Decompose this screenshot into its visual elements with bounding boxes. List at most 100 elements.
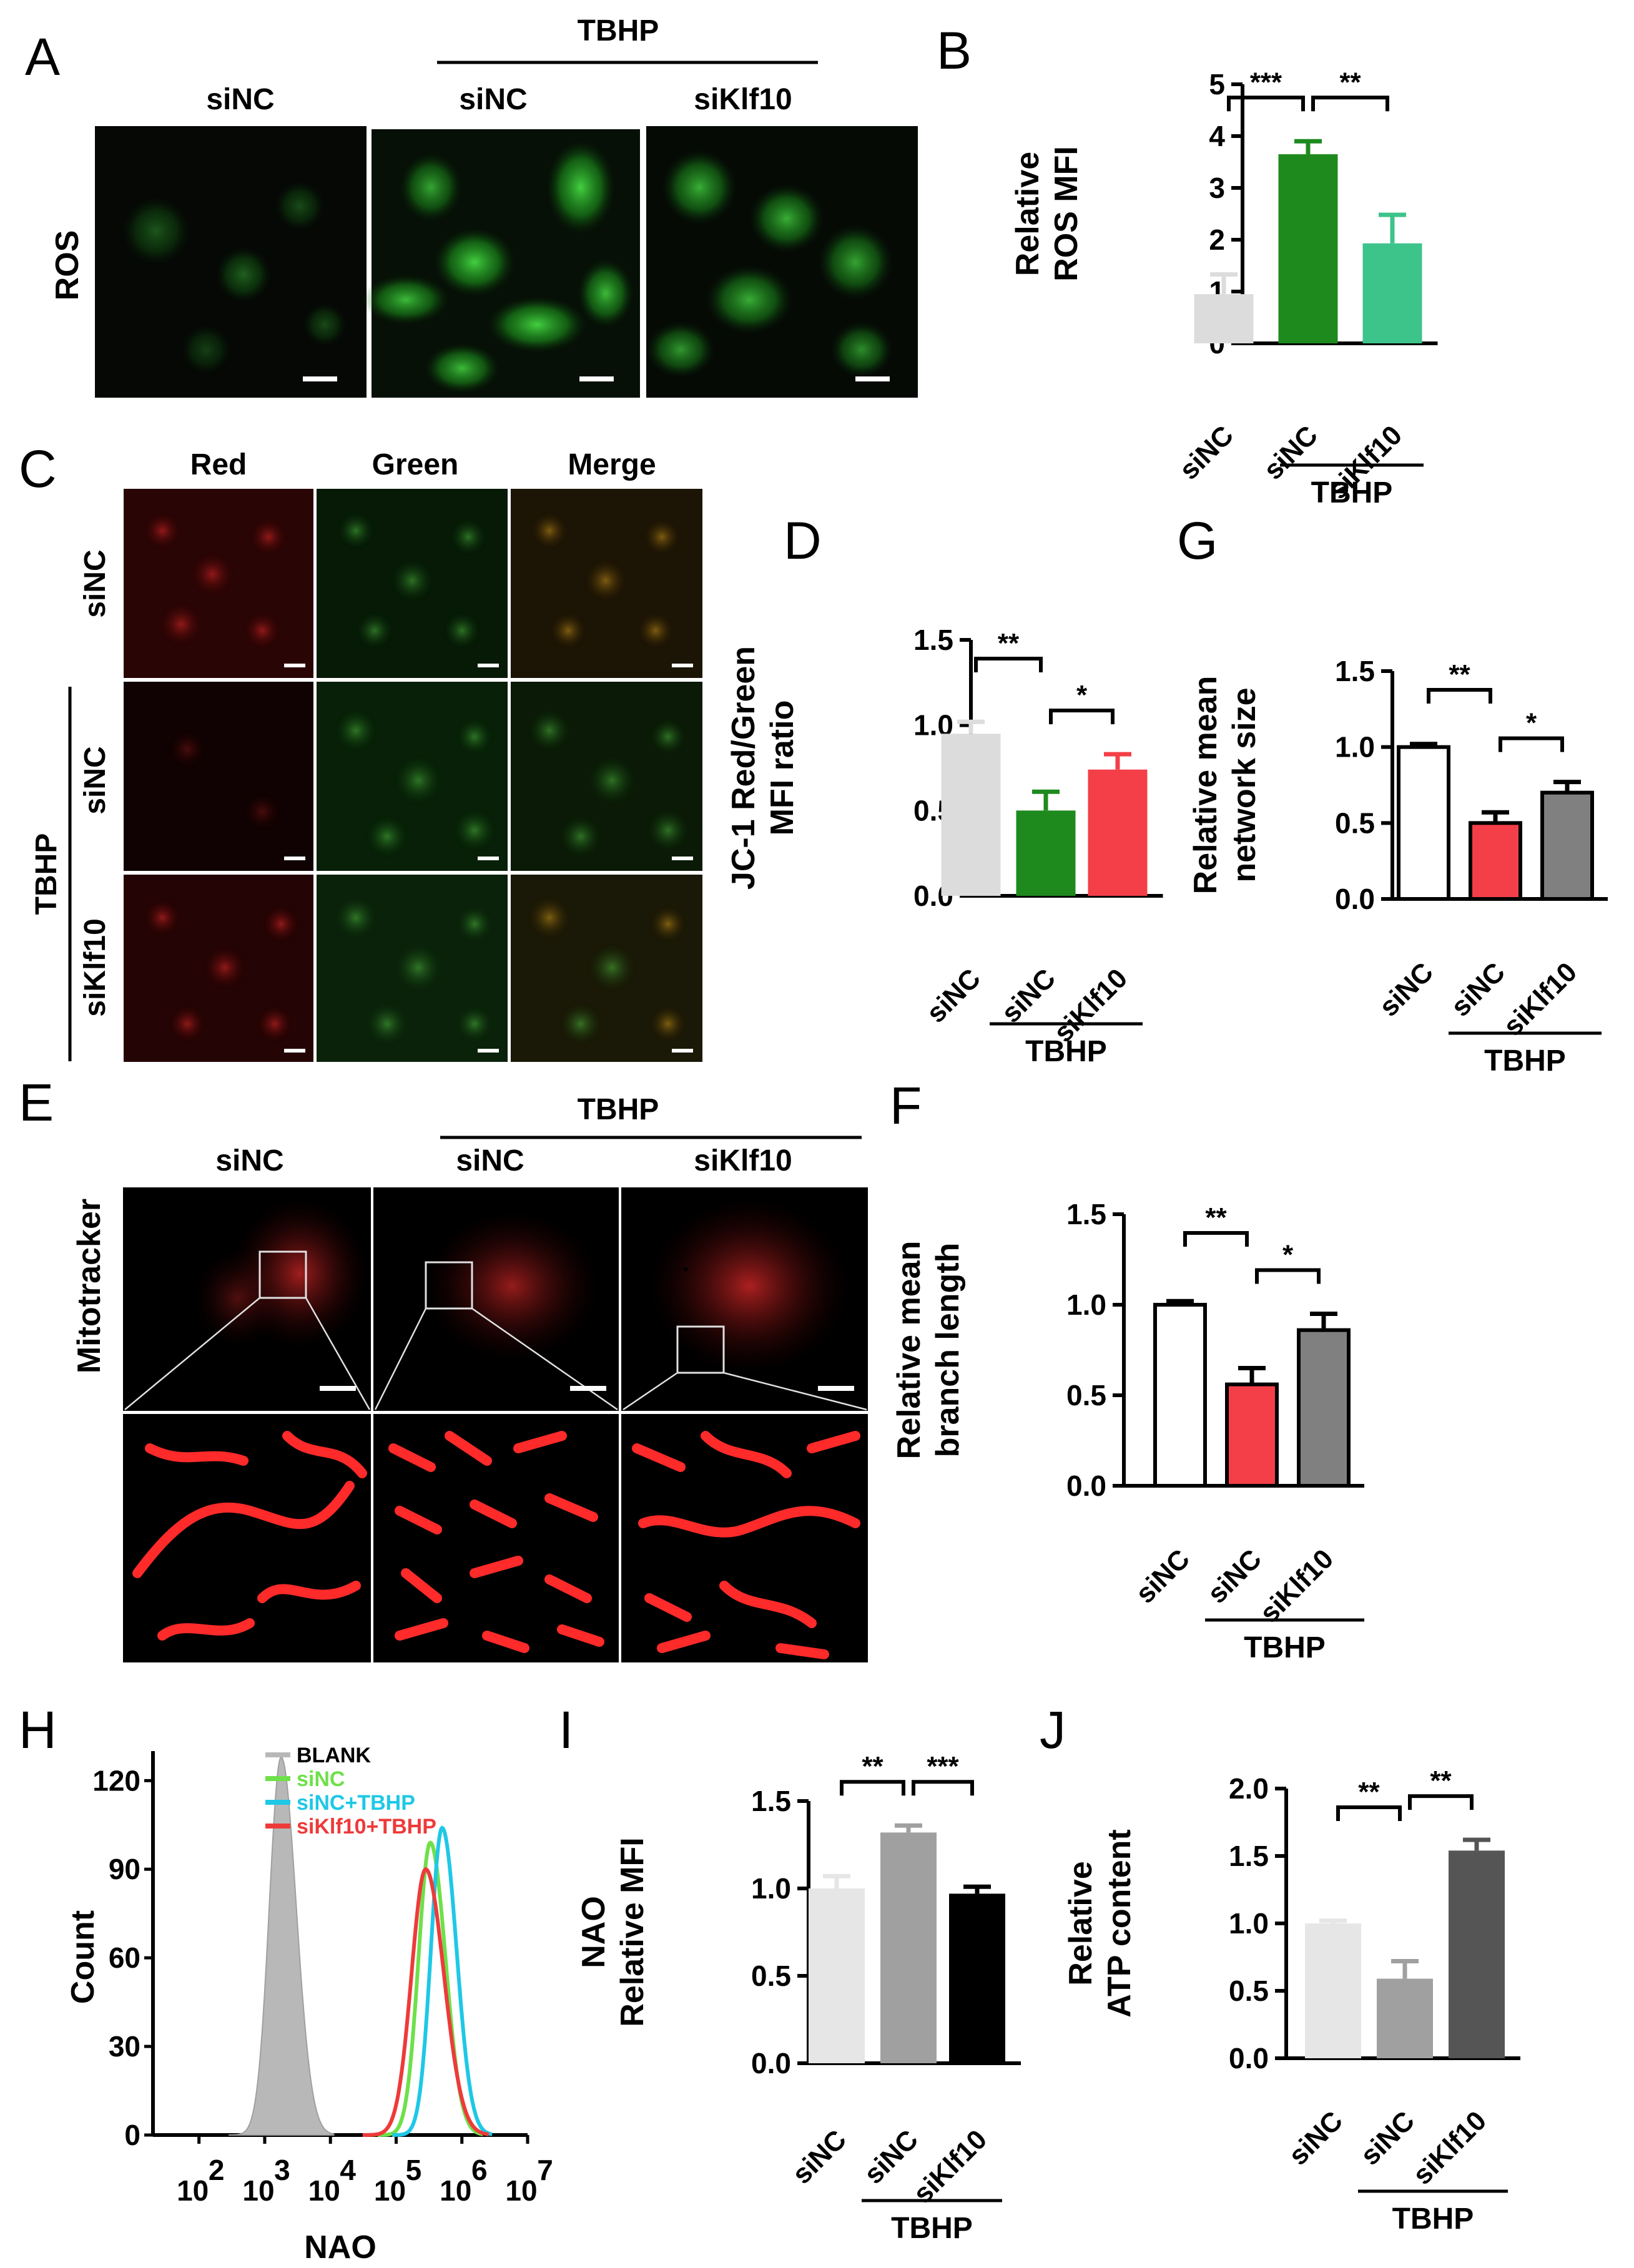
bar — [1469, 821, 1522, 901]
panel-g: G 0.0 0.5 1.0 1.5 Relative meannetwork size s… — [1177, 511, 1608, 1078]
bar-chart-relative-ros-mfi: 012345RelativeROS MFIsiNCsiNCsiKlf10TBHP… — [1010, 67, 1438, 509]
y-tick-label: 1.0 — [1335, 731, 1375, 763]
panel-e-row-label: Mitotracker — [71, 1199, 107, 1373]
category-label: siKlf10 — [1497, 956, 1583, 1042]
significance-bracket — [1499, 736, 1564, 752]
x-tick-label-exponent: 3 — [274, 2154, 290, 2186]
y-axis-title: RelativeATP content — [1063, 1829, 1138, 2017]
panel-h-x-axis-title: NAO — [304, 2229, 377, 2266]
group-label: TBHP — [1484, 1044, 1566, 1078]
group-label: TBHP — [1392, 2202, 1474, 2236]
y-axis-title: RelativeROS MFI — [1010, 146, 1085, 282]
y-tick-label: 0.0 — [1066, 1470, 1106, 1502]
panel-a-row-label: ROS — [49, 230, 86, 301]
x-tick-label-base: 10 — [440, 2174, 471, 2207]
x-tick-label-base: 10 — [177, 2174, 209, 2207]
x-tick-label-base: 10 — [374, 2174, 406, 2207]
y-axis-title: Relative meannetwork size — [1188, 676, 1262, 895]
x-tick-label-exponent: 4 — [340, 2154, 356, 2186]
bar — [1449, 1850, 1505, 2058]
micrograph-ros-cells — [122, 140, 893, 393]
bar — [1297, 1328, 1351, 1488]
y-tick-label: 0.5 — [751, 1960, 791, 1992]
bar — [1153, 1303, 1207, 1488]
panel-c-row-label-2: siNC — [79, 746, 112, 814]
panel-e-col-label-3: siKlf10 — [694, 1144, 792, 1177]
significance-bracket — [1311, 96, 1389, 112]
panel-c-col-label-green: Green — [372, 448, 459, 481]
y-tick-label: 0.5 — [1066, 1379, 1106, 1411]
y-axis-title-line: Relative mean — [891, 1241, 927, 1460]
histogram-curve-filled — [229, 1756, 335, 2136]
significance-label: ** — [1430, 1765, 1452, 1796]
bar-chart-branch-length: 0.0 0.5 1.0 1.5 Relative meanbranch length si… — [891, 1198, 1364, 1664]
y-tick-label: 4 — [1209, 120, 1225, 152]
y-tick-label: 1.0 — [751, 1872, 791, 1905]
category-label: siNC — [1130, 1543, 1196, 1609]
significance-label: * — [1282, 1240, 1294, 1270]
category-label: siNC — [1374, 956, 1440, 1023]
y-tick-label: 30 — [109, 2030, 140, 2063]
panel-c-row-label-3: siKlf10 — [79, 918, 112, 1016]
category-label: siNC — [859, 2124, 925, 2190]
y-axis-title-line: MFI ratio — [764, 700, 800, 836]
panel-label-b: B — [937, 21, 972, 80]
significance-bracket — [1427, 688, 1492, 704]
significance-bracket — [1336, 1805, 1402, 1821]
x-tick-label-exponent: 2 — [209, 2154, 225, 2186]
significance-label: ** — [862, 1751, 883, 1782]
panel-label-a: A — [25, 27, 60, 86]
scale-bar — [855, 376, 890, 381]
y-tick-label: 0.0 — [1229, 2042, 1269, 2074]
y-axis-title-line: Relative — [1063, 1861, 1099, 1985]
panel-h-y-axis-title: Count — [65, 1910, 101, 2004]
bar — [880, 1832, 937, 2063]
category-label: siNC — [1202, 1543, 1268, 1609]
panel-label-f: F — [890, 1076, 922, 1135]
bar — [1397, 745, 1450, 901]
x-tick-label-exponent: 5 — [406, 2154, 422, 2186]
x-tick-label-exponent: 7 — [537, 2154, 553, 2186]
panel-c-col-label-merge: Merge — [568, 448, 656, 481]
y-axis-title-line: Relative MFI — [614, 1837, 651, 2026]
group-label: TBHP — [1311, 476, 1393, 509]
y-tick-label: 3 — [1209, 172, 1225, 204]
micrograph-grid-jc1 — [124, 489, 702, 1062]
significance-label: * — [1076, 680, 1088, 710]
category-label: siNC — [787, 2124, 853, 2190]
y-tick-label: 5 — [1209, 68, 1225, 101]
scale-bar — [579, 376, 614, 381]
panel-e-col-label-2: siNC — [456, 1144, 524, 1177]
y-axis-title-line: Relative mean — [1188, 676, 1224, 895]
category-label: siKlf10 — [1407, 2105, 1492, 2191]
category-label: siNC — [1445, 956, 1512, 1023]
category-label: siKlf10 — [907, 2124, 993, 2209]
y-axis-title-line: JC-1 Red/Green — [726, 646, 762, 890]
x-tick-label-base: 10 — [242, 2174, 274, 2207]
significance-bracket — [1255, 1268, 1321, 1284]
bar — [1377, 1978, 1433, 2058]
y-tick-label: 90 — [109, 1853, 140, 1885]
y-tick-label: 1.5 — [1229, 1840, 1269, 1872]
panel-label-c: C — [19, 439, 57, 498]
y-axis-title: JC-1 Red/GreenMFI ratio — [726, 646, 800, 890]
bar — [1362, 243, 1422, 343]
significance-label: ** — [1339, 67, 1361, 97]
y-tick-label: 60 — [109, 1942, 140, 1974]
histogram-legend: BLANK siNC siNC+TBHP siKlf10+TBHP — [265, 1744, 436, 1838]
group-label: TBHP — [891, 2212, 973, 2245]
significance-label: *** — [927, 1751, 959, 1782]
panel-label-i: I — [559, 1701, 573, 1759]
panel-label-g: G — [1177, 511, 1218, 570]
y-tick-label: 0.5 — [1335, 807, 1375, 839]
panel-label-h: H — [19, 1701, 57, 1759]
scale-bar — [303, 376, 337, 381]
panel-a-col-label-1: siNC — [206, 83, 274, 116]
panel-a-col-label-2: siNC — [459, 83, 527, 116]
micrograph-grid-mitotracker — [123, 1187, 868, 1662]
y-axis-title-line: ATP content — [1101, 1829, 1138, 2017]
